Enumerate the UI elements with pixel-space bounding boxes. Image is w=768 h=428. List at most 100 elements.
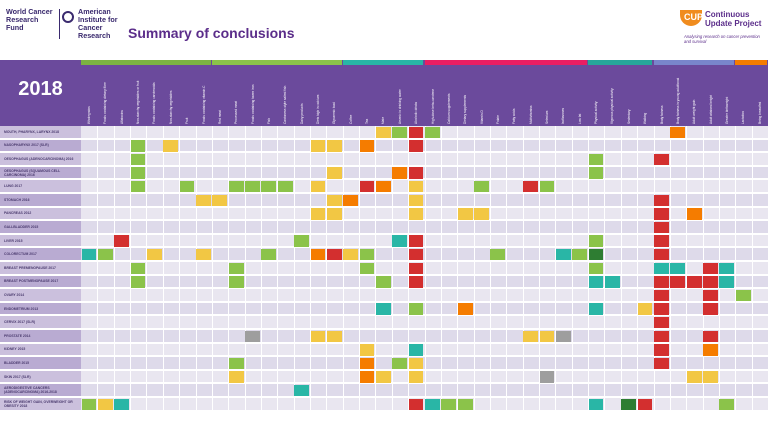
- conclusion-cell[interactable]: [212, 194, 228, 207]
- conclusion-cell[interactable]: [310, 180, 326, 193]
- conclusion-cell[interactable]: [654, 221, 669, 234]
- conclusion-cell[interactable]: [474, 180, 489, 193]
- conclusion-cell[interactable]: [408, 303, 424, 315]
- conclusion-cell[interactable]: [588, 248, 604, 261]
- conclusion-cell[interactable]: [588, 398, 604, 411]
- conclusion-cell[interactable]: [375, 126, 391, 139]
- conclusion-cell[interactable]: [375, 276, 391, 288]
- conclusion-cell[interactable]: [228, 371, 244, 383]
- conclusion-cell[interactable]: [326, 194, 342, 207]
- conclusion-cell[interactable]: [539, 330, 555, 343]
- conclusion-cell[interactable]: [654, 344, 669, 356]
- conclusion-cell[interactable]: [343, 194, 359, 207]
- conclusion-cell[interactable]: [654, 235, 669, 247]
- conclusion-cell[interactable]: [654, 289, 669, 302]
- conclusion-cell[interactable]: [686, 208, 702, 220]
- conclusion-cell[interactable]: [703, 330, 718, 343]
- conclusion-cell[interactable]: [686, 276, 702, 288]
- conclusion-cell[interactable]: [359, 248, 375, 261]
- conclusion-cell[interactable]: [359, 357, 375, 370]
- conclusion-cell[interactable]: [310, 208, 326, 220]
- conclusion-cell[interactable]: [654, 153, 669, 166]
- conclusion-cell[interactable]: [130, 153, 146, 166]
- conclusion-cell[interactable]: [457, 398, 473, 411]
- conclusion-cell[interactable]: [588, 262, 604, 275]
- conclusion-cell[interactable]: [261, 248, 277, 261]
- conclusion-cell[interactable]: [588, 276, 604, 288]
- conclusion-cell[interactable]: [604, 276, 620, 288]
- conclusion-cell[interactable]: [474, 208, 489, 220]
- conclusion-cell[interactable]: [408, 357, 424, 370]
- conclusion-cell[interactable]: [130, 276, 146, 288]
- conclusion-cell[interactable]: [146, 248, 162, 261]
- conclusion-cell[interactable]: [654, 303, 669, 315]
- conclusion-cell[interactable]: [375, 303, 391, 315]
- conclusion-cell[interactable]: [261, 180, 277, 193]
- conclusion-cell[interactable]: [654, 262, 669, 275]
- conclusion-cell[interactable]: [375, 180, 391, 193]
- conclusion-cell[interactable]: [654, 330, 669, 343]
- conclusion-cell[interactable]: [408, 371, 424, 383]
- conclusion-cell[interactable]: [654, 316, 669, 329]
- conclusion-cell[interactable]: [326, 330, 342, 343]
- conclusion-cell[interactable]: [228, 262, 244, 275]
- conclusion-cell[interactable]: [670, 276, 686, 288]
- conclusion-cell[interactable]: [588, 303, 604, 315]
- conclusion-cell[interactable]: [392, 126, 408, 139]
- conclusion-cell[interactable]: [228, 357, 244, 370]
- conclusion-cell[interactable]: [588, 235, 604, 247]
- conclusion-cell[interactable]: [277, 180, 293, 193]
- conclusion-cell[interactable]: [359, 262, 375, 275]
- conclusion-cell[interactable]: [523, 330, 538, 343]
- conclusion-cell[interactable]: [130, 180, 146, 193]
- conclusion-cell[interactable]: [703, 276, 718, 288]
- conclusion-cell[interactable]: [670, 126, 686, 139]
- conclusion-cell[interactable]: [523, 180, 538, 193]
- conclusion-cell[interactable]: [457, 303, 473, 315]
- conclusion-cell[interactable]: [539, 180, 555, 193]
- conclusion-cell[interactable]: [572, 248, 588, 261]
- conclusion-cell[interactable]: [654, 194, 669, 207]
- conclusion-cell[interactable]: [294, 384, 309, 397]
- conclusion-cell[interactable]: [735, 289, 751, 302]
- conclusion-cell[interactable]: [228, 276, 244, 288]
- conclusion-cell[interactable]: [637, 398, 653, 411]
- conclusion-cell[interactable]: [654, 208, 669, 220]
- conclusion-cell[interactable]: [114, 235, 130, 247]
- conclusion-cell[interactable]: [228, 180, 244, 193]
- conclusion-cell[interactable]: [588, 167, 604, 179]
- conclusion-cell[interactable]: [588, 153, 604, 166]
- conclusion-cell[interactable]: [97, 248, 113, 261]
- conclusion-cell[interactable]: [392, 235, 408, 247]
- conclusion-cell[interactable]: [408, 276, 424, 288]
- conclusion-cell[interactable]: [130, 262, 146, 275]
- conclusion-cell[interactable]: [81, 248, 97, 261]
- conclusion-cell[interactable]: [408, 344, 424, 356]
- conclusion-cell[interactable]: [425, 398, 440, 411]
- conclusion-cell[interactable]: [703, 303, 718, 315]
- conclusion-cell[interactable]: [310, 330, 326, 343]
- conclusion-cell[interactable]: [539, 371, 555, 383]
- conclusion-cell[interactable]: [408, 248, 424, 261]
- conclusion-cell[interactable]: [686, 371, 702, 383]
- conclusion-cell[interactable]: [670, 262, 686, 275]
- conclusion-cell[interactable]: [326, 248, 342, 261]
- conclusion-cell[interactable]: [179, 180, 195, 193]
- conclusion-cell[interactable]: [408, 140, 424, 152]
- conclusion-cell[interactable]: [408, 194, 424, 207]
- conclusion-cell[interactable]: [719, 262, 735, 275]
- conclusion-cell[interactable]: [114, 398, 130, 411]
- conclusion-cell[interactable]: [130, 167, 146, 179]
- conclusion-cell[interactable]: [294, 235, 309, 247]
- conclusion-cell[interactable]: [392, 357, 408, 370]
- conclusion-cell[interactable]: [326, 140, 342, 152]
- conclusion-cell[interactable]: [97, 398, 113, 411]
- conclusion-cell[interactable]: [703, 371, 718, 383]
- conclusion-cell[interactable]: [555, 330, 571, 343]
- conclusion-cell[interactable]: [196, 248, 211, 261]
- conclusion-cell[interactable]: [654, 357, 669, 370]
- conclusion-cell[interactable]: [359, 180, 375, 193]
- conclusion-cell[interactable]: [425, 126, 440, 139]
- conclusion-cell[interactable]: [408, 167, 424, 179]
- conclusion-cell[interactable]: [392, 167, 408, 179]
